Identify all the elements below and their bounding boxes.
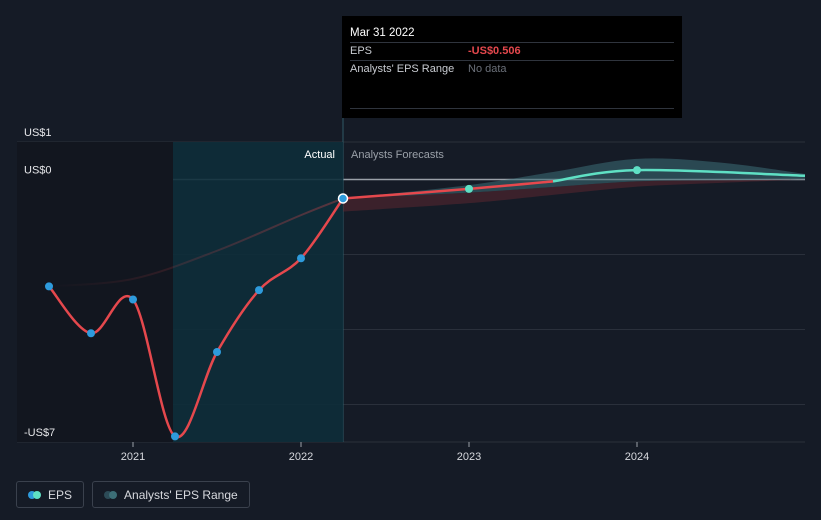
y-label-0: US$1 xyxy=(24,127,52,139)
eps-point-2 xyxy=(129,295,137,304)
eps-point-1 xyxy=(87,329,95,338)
x-tick-label-0: 2021 xyxy=(121,451,145,463)
tooltip-range-row: Analysts' EPS Range No data xyxy=(350,60,674,78)
eps-forecast-line-positive xyxy=(552,168,806,183)
legend: EPS Analysts' EPS Range xyxy=(16,481,250,508)
eps-legend-icon xyxy=(28,490,41,499)
analyst-range-area xyxy=(343,158,805,212)
trailing-eps-line xyxy=(48,197,344,288)
tooltip: Mar 31 2022 EPS -US$0.506 Analysts' EPS … xyxy=(342,16,682,118)
tooltip-range-label: Analysts' EPS Range xyxy=(350,63,455,75)
eps-point-3 xyxy=(171,432,179,441)
tooltip-divider xyxy=(350,108,674,109)
x-tick-label-1: 2022 xyxy=(289,451,313,463)
axis-labels: US$1 US$0 -US$7 Actual Analysts Forecasts 202… xyxy=(24,127,649,463)
y-label-1: US$0 xyxy=(24,165,52,177)
eps-markers xyxy=(45,166,641,441)
eps-point-4 xyxy=(213,348,221,356)
actual-label: Actual xyxy=(304,149,335,161)
tooltip-eps-label: EPS xyxy=(350,45,373,57)
legend-range-label: Analysts' EPS Range xyxy=(124,487,238,502)
eps-point-5 xyxy=(255,286,263,295)
forecast-shade xyxy=(343,179,805,212)
x-tick-label-3: 2024 xyxy=(625,451,649,463)
legend-eps-label: EPS xyxy=(48,487,73,502)
legend-range-button[interactable]: Analysts' EPS Range xyxy=(92,481,250,508)
tooltip-eps-value: -US$0.506 xyxy=(468,45,521,57)
eps-actual-line xyxy=(48,197,345,439)
tooltip-date: Mar 31 2022 xyxy=(350,27,415,39)
regions xyxy=(17,142,343,442)
range-legend-icon xyxy=(104,490,118,499)
forecast-point-0 xyxy=(465,184,473,193)
history-shade xyxy=(17,142,173,442)
highlight-point xyxy=(337,193,349,204)
eps-point-0 xyxy=(45,282,53,291)
y-label-2: -US$7 xyxy=(24,427,55,439)
tooltip-eps-row: EPS -US$0.506 xyxy=(350,42,674,60)
tooltip-range-value: No data xyxy=(468,63,507,75)
eps-point-6 xyxy=(297,254,305,263)
forecast-label: Analysts Forecasts xyxy=(351,149,444,161)
forecast-point-1 xyxy=(633,166,641,175)
legend-eps-button[interactable]: EPS xyxy=(16,481,85,508)
x-tick-label-2: 2023 xyxy=(457,451,481,463)
